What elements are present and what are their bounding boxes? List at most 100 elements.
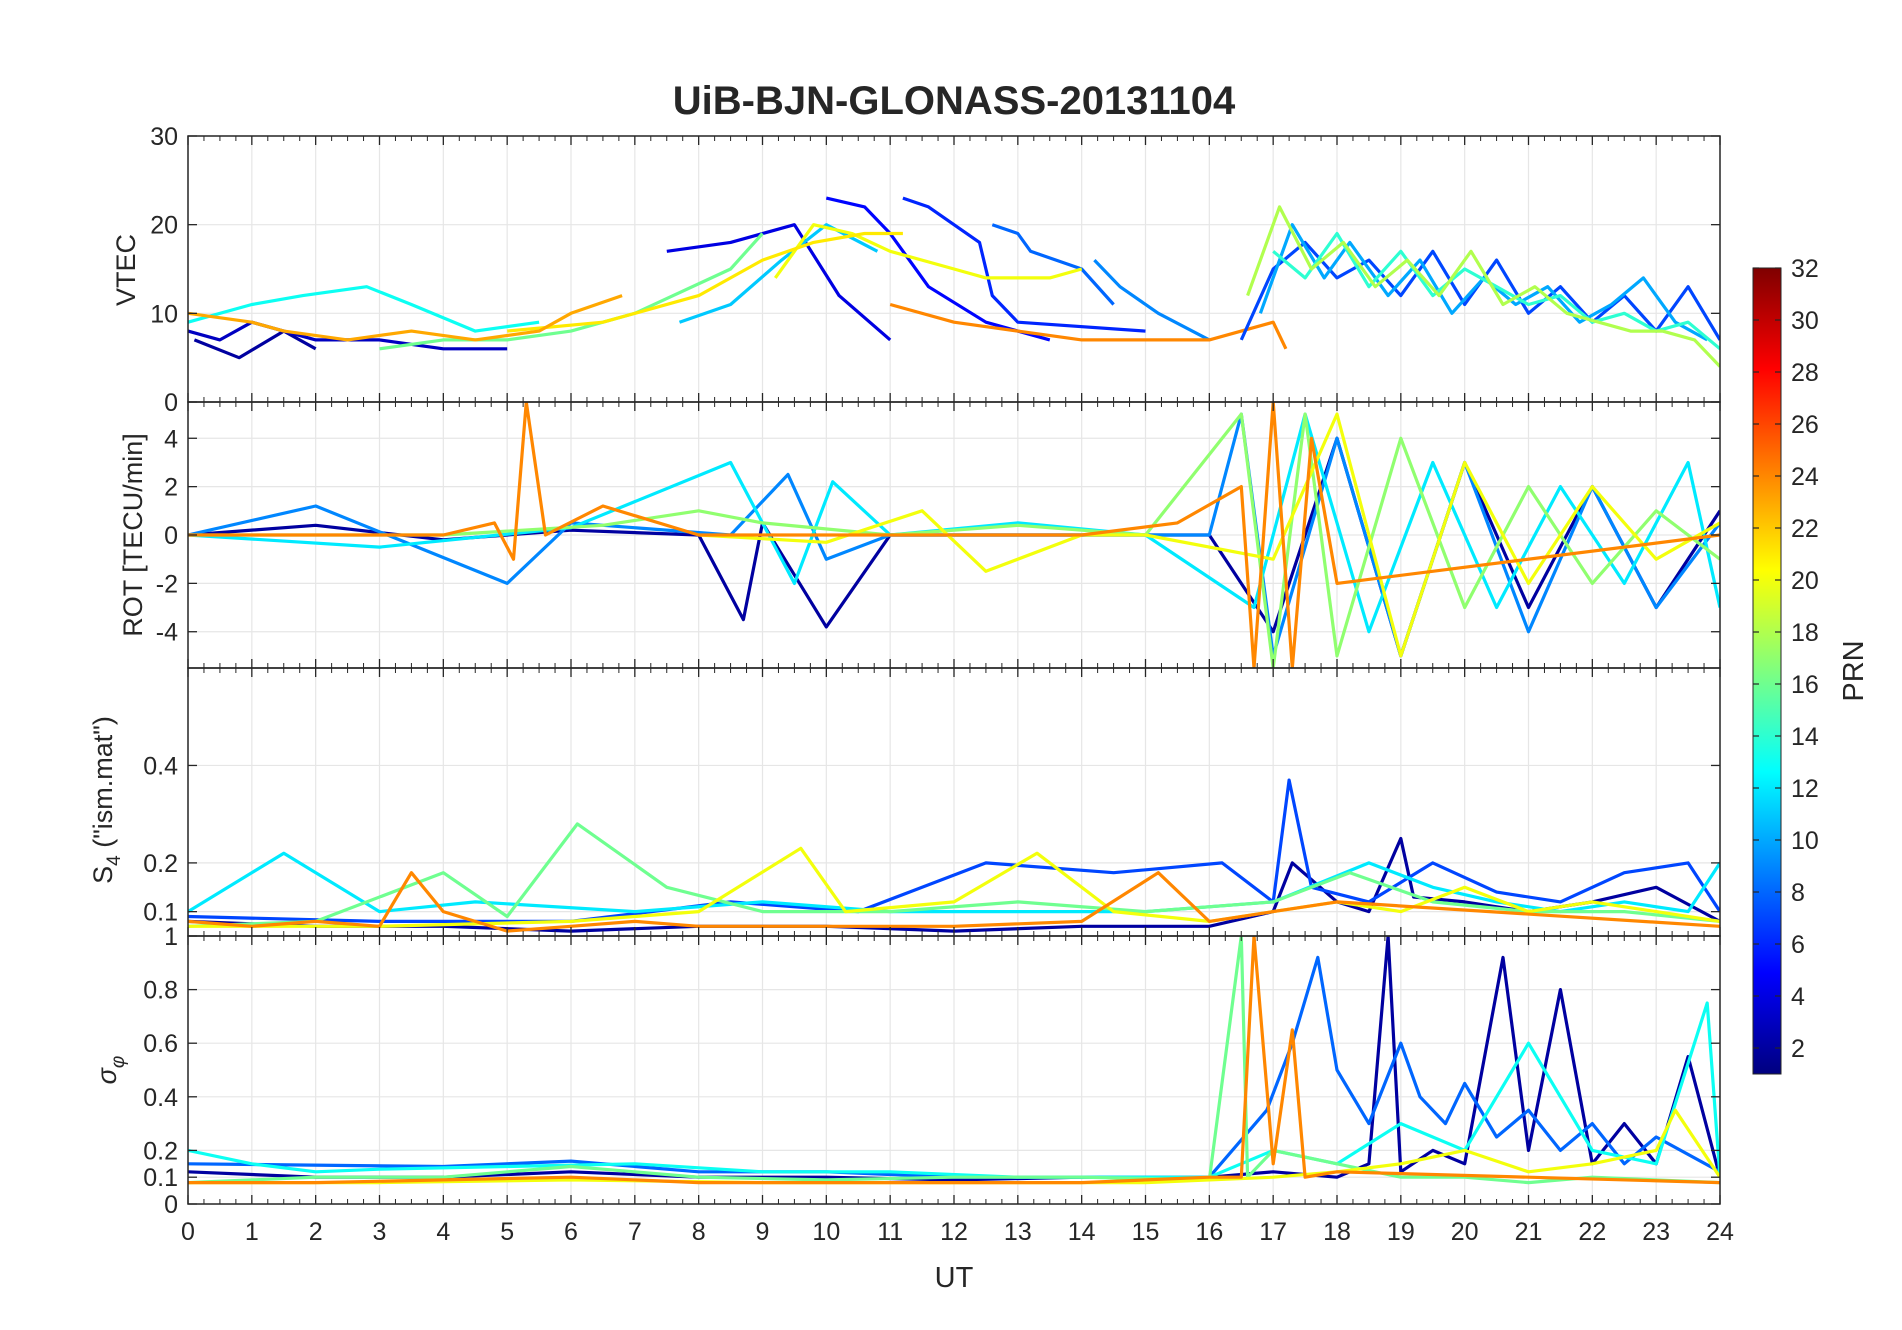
axes-frames [187, 135, 1721, 1205]
colorbar-tick-label: 22 [1791, 515, 1819, 543]
y-tick-label: -2 [156, 570, 178, 598]
y-tick-label: 0 [164, 522, 178, 550]
x-tick-label: 21 [1515, 1218, 1543, 1246]
x-tick-label: 1 [245, 1218, 259, 1246]
x-tick-label: 10 [812, 1218, 840, 1246]
s4-series-group [188, 778, 1720, 933]
x-tick-label: 23 [1642, 1218, 1670, 1246]
sigma_phi-series-group [188, 936, 1720, 1185]
y-tick-label: 0.2 [143, 850, 178, 878]
colorbar-tick-label: 26 [1791, 411, 1819, 439]
colorbar-tick-label: 4 [1791, 983, 1805, 1011]
colorbar-tick-label: 30 [1791, 307, 1819, 335]
vtec-series-line [1246, 205, 1720, 368]
x-tick-label: 14 [1068, 1218, 1096, 1246]
colorbar-tick-label: 12 [1791, 775, 1819, 803]
y-tick-label: 0 [164, 389, 178, 417]
y-tick-label: 0.1 [143, 899, 178, 927]
y-tick-label: 0.8 [143, 977, 178, 1005]
y-tick-label: 4 [164, 425, 178, 453]
x-tick-label: 19 [1387, 1218, 1415, 1246]
vtec-series-line [507, 231, 903, 333]
y-tick-label: 0.4 [143, 752, 178, 780]
x-tick-label: 4 [436, 1218, 450, 1246]
colorbar-tick-label: 6 [1791, 931, 1805, 959]
colorbar-tick-label: 16 [1791, 671, 1819, 699]
s4-ylabel: S4 ("ism.mat") [88, 716, 125, 884]
colorbar-tick-label: 28 [1791, 359, 1819, 387]
x-tick-label: 12 [940, 1218, 968, 1246]
colorbar-tick-label: 14 [1791, 723, 1819, 751]
rot-ylabel: ROT [TECU/min] [118, 433, 148, 637]
vtec-series-line [889, 302, 1288, 350]
y-tick-label: 30 [150, 123, 178, 151]
vtec-series-line [902, 196, 1146, 333]
colorbar-tick-label: 18 [1791, 619, 1819, 647]
vtec-series-line [1093, 258, 1211, 342]
vtec-series-line [188, 285, 540, 333]
x-tick-label: 22 [1578, 1218, 1606, 1246]
x-tick-label: 11 [877, 1218, 903, 1246]
colorbar-tick-label: 8 [1791, 879, 1805, 907]
colorbar-tick-label: 24 [1791, 463, 1819, 491]
s4-series-line [188, 871, 1720, 933]
sigma_phi-series-line [188, 936, 1720, 1185]
rot-series-line [188, 412, 1720, 668]
y-tick-label: 0.6 [143, 1030, 178, 1058]
tick-labels: 0102030-4-20240.10.20.400.10.20.40.60.81… [143, 123, 1734, 1246]
x-axis-label: UT [935, 1262, 974, 1294]
vtec-series-line [193, 329, 317, 360]
x-tick-label: 13 [1004, 1218, 1032, 1246]
s4-series-line [188, 846, 1720, 928]
y-tick-label: 0 [164, 1191, 178, 1219]
chart-title: UiB-BJN-GLONASS-20131104 [673, 79, 1236, 123]
rot-series-line [698, 412, 1720, 658]
plot-series [188, 196, 1720, 1185]
x-tick-label: 24 [1706, 1218, 1734, 1246]
vtec-series-group [188, 196, 1720, 368]
vtec-series-line [991, 223, 1115, 306]
x-tick-label: 2 [309, 1218, 323, 1246]
rot-series-group [188, 402, 1720, 668]
y-tick-label: 2 [164, 474, 178, 502]
vtec-series-line [666, 223, 892, 342]
vtec-series-line [825, 196, 1051, 342]
colorbar-tick-label: 32 [1791, 255, 1819, 283]
x-tick-label: 0 [181, 1218, 195, 1246]
vtec-ylabel: VTEC [111, 234, 141, 306]
x-tick-label: 15 [1132, 1218, 1160, 1246]
x-tick-label: 3 [373, 1218, 387, 1246]
sigma_phi-series-line [188, 936, 1720, 1185]
y-tick-label: 0.4 [143, 1084, 178, 1112]
colorbar-label: PRN [1838, 640, 1870, 701]
x-tick-label: 17 [1259, 1218, 1287, 1246]
y-tick-label: -4 [156, 619, 178, 647]
y-tick-label: 0.2 [143, 1137, 178, 1165]
s4-series-line [188, 822, 1720, 928]
rot-series-line [188, 412, 1720, 634]
vtec-series-line [188, 320, 508, 351]
vtec-series-line [379, 232, 764, 351]
x-tick-label: 8 [692, 1218, 706, 1246]
vtec-series-line [678, 223, 879, 324]
rot-series-line [188, 402, 1720, 668]
panel-ylabels: VTEC ROT [TECU/min] S4 ("ism.mat") σφ [88, 234, 148, 1084]
colorbar-tick-label: 10 [1791, 827, 1819, 855]
y-tick-label: 10 [150, 300, 178, 328]
x-tick-label: 20 [1451, 1218, 1479, 1246]
y-tick-label: 1 [164, 923, 178, 951]
colorbar-tick-label: 20 [1791, 567, 1819, 595]
y-tick-label: 0.1 [143, 1164, 178, 1192]
x-tick-label: 6 [564, 1218, 578, 1246]
x-tick-label: 16 [1195, 1218, 1223, 1246]
vtec-series-line [1272, 231, 1720, 351]
vtec-series-line [774, 223, 1083, 280]
vtec-series-line [188, 294, 623, 342]
x-tick-label: 7 [628, 1218, 642, 1246]
x-tick-label: 18 [1323, 1218, 1351, 1246]
x-tick-label: 9 [756, 1218, 770, 1246]
colorbar-tick-label: 2 [1791, 1035, 1805, 1063]
